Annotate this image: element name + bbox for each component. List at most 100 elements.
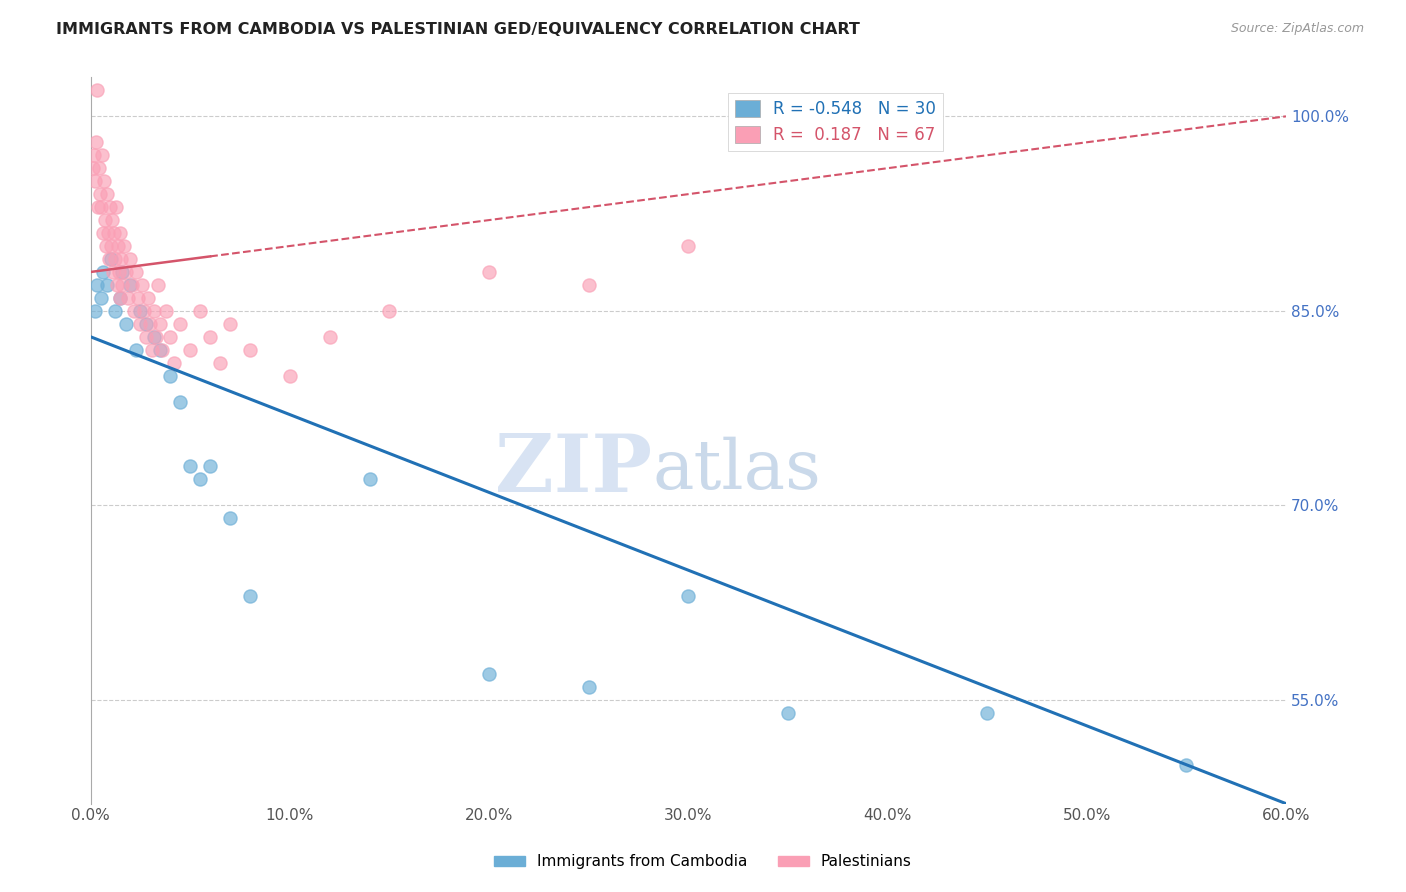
Point bbox=[86, 83, 108, 97]
Point bbox=[188, 303, 211, 318]
Point bbox=[478, 667, 501, 681]
Point bbox=[129, 303, 152, 318]
Point bbox=[359, 472, 381, 486]
Text: Source: ZipAtlas.com: Source: ZipAtlas.com bbox=[1230, 22, 1364, 36]
Point bbox=[96, 226, 118, 240]
Point bbox=[117, 291, 139, 305]
Point bbox=[105, 277, 128, 292]
Point bbox=[138, 291, 160, 305]
Point bbox=[91, 226, 114, 240]
Point bbox=[103, 303, 125, 318]
Point bbox=[278, 368, 301, 383]
Point bbox=[115, 265, 138, 279]
Point bbox=[219, 317, 242, 331]
Point bbox=[578, 277, 600, 292]
Point bbox=[110, 252, 132, 266]
Point bbox=[101, 265, 124, 279]
Point bbox=[83, 303, 105, 318]
Legend: Immigrants from Cambodia, Palestinians: Immigrants from Cambodia, Palestinians bbox=[488, 848, 918, 875]
Point bbox=[188, 472, 211, 486]
Point bbox=[83, 148, 105, 162]
Point bbox=[110, 291, 132, 305]
Point bbox=[87, 161, 110, 176]
Point bbox=[239, 589, 262, 603]
Point bbox=[318, 330, 340, 344]
Point bbox=[148, 277, 170, 292]
Point bbox=[145, 330, 167, 344]
Point bbox=[124, 303, 146, 318]
Point bbox=[120, 252, 142, 266]
Point bbox=[134, 303, 156, 318]
Point bbox=[478, 265, 501, 279]
Point bbox=[107, 239, 129, 253]
Point bbox=[103, 252, 125, 266]
Point bbox=[107, 265, 129, 279]
Point bbox=[120, 277, 142, 292]
Point bbox=[100, 213, 122, 227]
Point bbox=[103, 226, 125, 240]
Point bbox=[91, 265, 114, 279]
Point bbox=[111, 277, 134, 292]
Point bbox=[239, 343, 262, 357]
Point bbox=[96, 187, 118, 202]
Point bbox=[198, 459, 221, 474]
Point bbox=[209, 356, 232, 370]
Point bbox=[86, 200, 108, 214]
Point bbox=[97, 252, 120, 266]
Point bbox=[139, 317, 162, 331]
Point bbox=[89, 187, 111, 202]
Legend: R = -0.548   N = 30, R =  0.187   N = 67: R = -0.548 N = 30, R = 0.187 N = 67 bbox=[728, 93, 943, 151]
Point bbox=[578, 680, 600, 694]
Point bbox=[82, 161, 104, 176]
Point bbox=[141, 343, 163, 357]
Point bbox=[149, 343, 172, 357]
Point bbox=[127, 291, 149, 305]
Point bbox=[84, 136, 107, 150]
Point bbox=[90, 200, 112, 214]
Point bbox=[155, 303, 177, 318]
Point bbox=[169, 317, 191, 331]
Point bbox=[131, 277, 153, 292]
Text: ZIP: ZIP bbox=[495, 431, 652, 508]
Point bbox=[129, 317, 152, 331]
Point bbox=[93, 174, 115, 188]
Point bbox=[104, 200, 127, 214]
Point bbox=[111, 265, 134, 279]
Point bbox=[159, 368, 181, 383]
Point bbox=[179, 343, 201, 357]
Point bbox=[115, 317, 138, 331]
Point bbox=[143, 303, 166, 318]
Point bbox=[96, 277, 118, 292]
Point bbox=[179, 459, 201, 474]
Point bbox=[86, 277, 108, 292]
Point bbox=[98, 200, 121, 214]
Point bbox=[94, 239, 117, 253]
Text: atlas: atlas bbox=[652, 436, 821, 503]
Point bbox=[776, 706, 799, 720]
Point bbox=[135, 330, 157, 344]
Point bbox=[93, 213, 115, 227]
Point bbox=[90, 291, 112, 305]
Point bbox=[149, 317, 172, 331]
Point bbox=[1175, 757, 1198, 772]
Point bbox=[150, 343, 173, 357]
Point bbox=[219, 511, 242, 525]
Point bbox=[678, 239, 700, 253]
Point bbox=[678, 589, 700, 603]
Text: IMMIGRANTS FROM CAMBODIA VS PALESTINIAN GED/EQUIVALENCY CORRELATION CHART: IMMIGRANTS FROM CAMBODIA VS PALESTINIAN … bbox=[56, 22, 860, 37]
Point bbox=[121, 277, 143, 292]
Point bbox=[83, 174, 105, 188]
Point bbox=[110, 291, 132, 305]
Point bbox=[143, 330, 166, 344]
Point bbox=[100, 239, 122, 253]
Point bbox=[378, 303, 401, 318]
Point bbox=[135, 317, 157, 331]
Point bbox=[125, 265, 148, 279]
Point bbox=[159, 330, 181, 344]
Point bbox=[198, 330, 221, 344]
Point bbox=[114, 239, 136, 253]
Point bbox=[169, 394, 191, 409]
Point bbox=[100, 252, 122, 266]
Point bbox=[90, 148, 112, 162]
Point bbox=[125, 343, 148, 357]
